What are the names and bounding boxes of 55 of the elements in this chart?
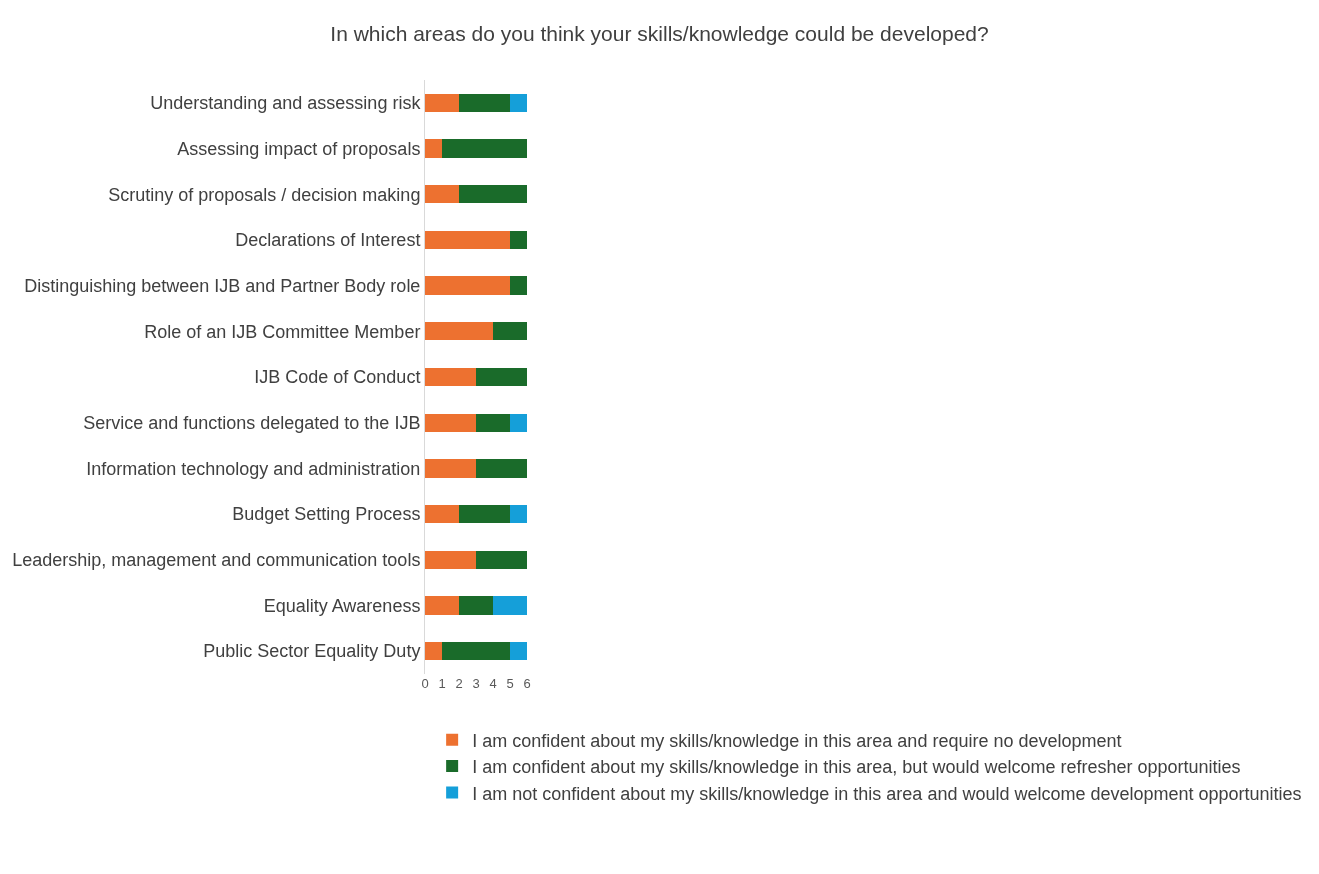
- y-tick-label: Leadership, management and communication tools: [12, 550, 421, 571]
- y-tick-label: Understanding and assessing risk: [150, 93, 422, 114]
- bar: [425, 185, 459, 204]
- bar: [476, 367, 527, 387]
- x-tick-label: 0: [421, 676, 429, 691]
- bar: [510, 93, 527, 112]
- bar: [459, 504, 510, 524]
- bar: [425, 93, 459, 112]
- bar: [510, 504, 527, 524]
- bar: [442, 642, 510, 661]
- bar: [425, 139, 442, 158]
- bar: [442, 139, 527, 158]
- legend-label: I am not confident about my skills/knowledge in this area and would welcome development opportunities: [472, 783, 1302, 804]
- y-tick-label: IJB Code of Conduct: [254, 367, 421, 388]
- bar: [425, 459, 476, 478]
- y-tick-label: Distinguishing between IJB and Partner Body role: [24, 275, 421, 296]
- y-tick-label: Budget Setting Process: [232, 504, 421, 525]
- bar: [425, 642, 442, 661]
- legend-label: I am confident about my skills/knowledge in this area, but would welcome refresher opportunities: [472, 757, 1241, 778]
- bar: [510, 276, 527, 295]
- y-tick-label: Assessing impact of proposals: [177, 138, 421, 159]
- y-tick-label: Equality Awareness: [263, 595, 421, 616]
- y-tick-label: Scrutiny of proposals / decision making: [108, 184, 421, 205]
- bar: [459, 185, 527, 204]
- bar: [510, 413, 527, 432]
- bar: [459, 596, 493, 615]
- y-tick-label: Information technology and administration: [86, 458, 421, 479]
- y-tick-label: Role of an IJB Committee Member: [144, 321, 421, 342]
- bar: [476, 550, 527, 569]
- bar: [510, 642, 527, 661]
- x-tick-label: 3: [472, 676, 480, 691]
- bar: [425, 367, 476, 387]
- x-tick-label: 2: [455, 676, 463, 691]
- bar: [425, 550, 476, 569]
- bar: [425, 413, 476, 432]
- bar: [425, 504, 459, 524]
- x-tick-label: 6: [523, 676, 531, 691]
- x-tick-label: 5: [506, 676, 514, 691]
- bar: [425, 276, 510, 295]
- x-tick-label: 1: [438, 676, 446, 691]
- bar: [493, 596, 527, 615]
- bar: [425, 596, 459, 615]
- bar: [493, 322, 527, 341]
- bar: [459, 93, 510, 112]
- text: In which areas do you think your skills/knowledge could be developed?: [330, 21, 989, 45]
- y-tick-label: Declarations of Interest: [235, 230, 421, 251]
- bar: [425, 322, 493, 341]
- legend-label: I am confident about my skills/knowledge in this area and require no development: [472, 730, 1122, 751]
- bar: [510, 230, 527, 250]
- bar: [476, 413, 510, 432]
- y-tick-label: Public Sector Equality Duty: [203, 641, 421, 662]
- bar: [425, 230, 510, 250]
- x-tick-label: 4: [489, 676, 497, 691]
- bar: [476, 459, 527, 478]
- y-tick-label: Service and functions delegated to the IJB: [83, 412, 421, 433]
